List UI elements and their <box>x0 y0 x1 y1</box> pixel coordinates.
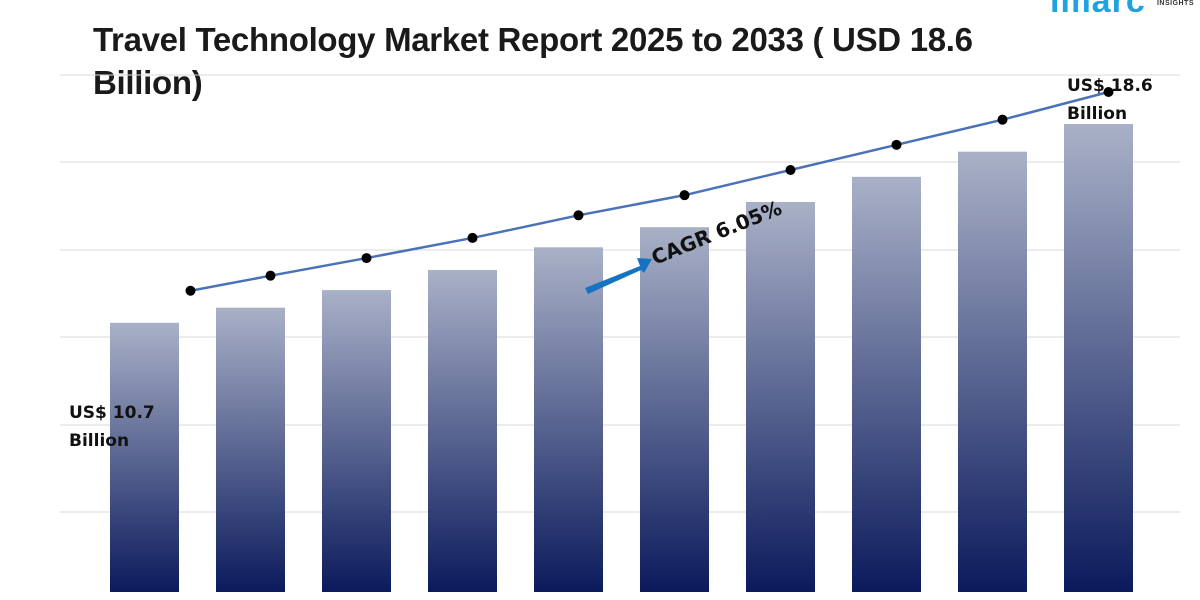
brand-logo: imarc INSIGHTS <box>1040 0 1200 12</box>
cagr-arrow-icon <box>585 258 652 294</box>
bars <box>110 124 1133 592</box>
bar-4 <box>534 247 603 592</box>
bar-2 <box>322 290 391 592</box>
trend-point-3 <box>467 232 478 243</box>
trend-point-1 <box>265 270 276 281</box>
trend-point-8 <box>997 114 1008 125</box>
end-value-label: US$ 18.6 <box>1067 76 1153 96</box>
trend-point-4 <box>573 210 584 221</box>
end-unit-label: Billion <box>1067 104 1127 124</box>
bar-6 <box>746 202 815 592</box>
trend-point-7 <box>891 139 902 150</box>
bar-0 <box>110 322 179 592</box>
logo-tagline: INSIGHTS <box>1156 0 1194 7</box>
logo-wordmark: imarc <box>1050 0 1146 12</box>
cagr-arrow <box>585 258 652 294</box>
bar-1 <box>216 307 285 592</box>
start-value-label: US$ 10.7 <box>69 403 155 423</box>
trend-polyline <box>190 90 1109 293</box>
trend-line <box>185 87 1114 296</box>
trend-point-0 <box>185 285 196 296</box>
trend-point-9 <box>1103 87 1114 97</box>
bar-3 <box>428 269 497 592</box>
bar-5 <box>640 227 709 592</box>
trend-point-5 <box>679 190 690 201</box>
trend-point-2 <box>361 253 372 264</box>
bar-7 <box>852 176 921 592</box>
start-unit-label: Billion <box>69 431 129 451</box>
bar-9 <box>1064 124 1133 592</box>
page-title: Travel Technology Market Report 2025 to … <box>93 21 973 101</box>
trend-point-6 <box>785 165 796 175</box>
bar-8 <box>958 151 1027 592</box>
